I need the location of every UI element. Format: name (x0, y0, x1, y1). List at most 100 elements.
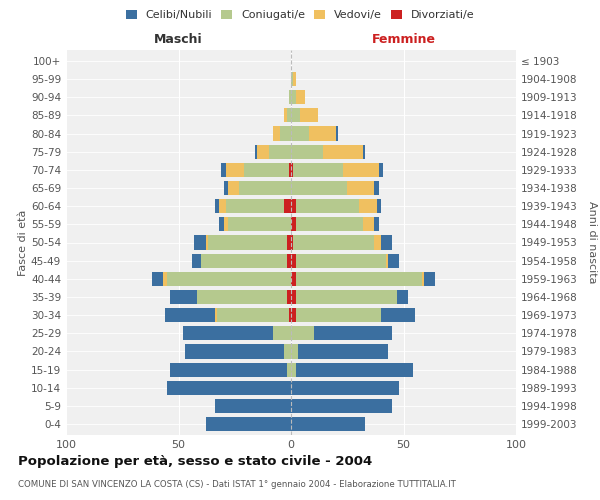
Bar (347, 181, 374, 195)
Bar (185, 344, 284, 358)
Bar (221, 163, 226, 177)
Bar (167, 380, 291, 395)
Bar (309, 126, 336, 140)
Bar (289, 90, 291, 104)
Bar (215, 199, 219, 214)
Bar (291, 254, 296, 268)
Bar (273, 126, 280, 140)
Bar (255, 144, 257, 159)
Bar (377, 199, 381, 214)
Bar (388, 254, 399, 268)
Bar (300, 108, 318, 122)
Bar (201, 254, 287, 268)
Bar (293, 236, 374, 250)
Bar (336, 126, 338, 140)
Bar (291, 236, 293, 250)
Bar (257, 144, 269, 159)
Bar (424, 272, 435, 286)
Bar (163, 272, 167, 286)
Bar (291, 144, 323, 159)
Bar (151, 272, 163, 286)
Bar (314, 326, 392, 340)
Bar (359, 199, 377, 214)
Bar (381, 236, 392, 250)
Bar (291, 90, 296, 104)
Bar (296, 254, 386, 268)
Bar (226, 199, 284, 214)
Bar (289, 163, 291, 177)
Bar (244, 163, 289, 177)
Bar (197, 290, 287, 304)
Bar (219, 218, 223, 232)
Bar (215, 399, 291, 413)
Bar (280, 126, 291, 140)
Bar (296, 199, 359, 214)
Bar (397, 290, 408, 304)
Bar (291, 380, 399, 395)
Bar (291, 108, 300, 122)
Bar (386, 254, 388, 268)
Bar (219, 199, 226, 214)
Y-axis label: Fasce di età: Fasce di età (18, 210, 28, 276)
Bar (343, 163, 379, 177)
Bar (291, 272, 296, 286)
Bar (269, 144, 291, 159)
Bar (291, 163, 293, 177)
Bar (291, 290, 296, 304)
Bar (374, 236, 381, 250)
Bar (208, 236, 287, 250)
Bar (296, 218, 363, 232)
Bar (298, 344, 388, 358)
Bar (379, 163, 383, 177)
Bar (228, 218, 291, 232)
Bar (296, 308, 381, 322)
Bar (215, 308, 217, 322)
Bar (287, 254, 291, 268)
Bar (291, 417, 365, 431)
Bar (167, 272, 291, 286)
Bar (284, 108, 287, 122)
Bar (291, 344, 298, 358)
Bar (291, 326, 314, 340)
Bar (293, 163, 343, 177)
Bar (287, 362, 291, 376)
Bar (192, 254, 201, 268)
Bar (291, 218, 296, 232)
Text: Popolazione per età, sesso e stato civile - 2004: Popolazione per età, sesso e stato civil… (18, 455, 372, 468)
Bar (421, 272, 424, 286)
Bar (363, 144, 365, 159)
Bar (291, 126, 309, 140)
Bar (223, 181, 228, 195)
Bar (287, 290, 291, 304)
Bar (226, 163, 244, 177)
Bar (291, 199, 296, 214)
Bar (291, 72, 293, 86)
Bar (374, 181, 379, 195)
Y-axis label: Anni di nascita: Anni di nascita (587, 201, 597, 284)
Bar (296, 362, 413, 376)
Bar (363, 218, 374, 232)
Bar (323, 144, 363, 159)
Text: Femmine: Femmine (371, 33, 436, 46)
Bar (296, 90, 305, 104)
Bar (293, 72, 296, 86)
Bar (205, 417, 291, 431)
Bar (287, 108, 291, 122)
Bar (291, 399, 392, 413)
Bar (183, 326, 273, 340)
Bar (287, 236, 291, 250)
Bar (223, 218, 228, 232)
Bar (291, 181, 347, 195)
Bar (296, 272, 421, 286)
Bar (284, 199, 291, 214)
Bar (165, 308, 215, 322)
Bar (381, 308, 415, 322)
Bar (284, 344, 291, 358)
Bar (217, 308, 289, 322)
Legend: Celibi/Nubili, Coniugati/e, Vedovi/e, Divorziati/e: Celibi/Nubili, Coniugati/e, Vedovi/e, Di… (121, 6, 479, 25)
Bar (194, 236, 205, 250)
Bar (291, 362, 296, 376)
Text: COMUNE DI SAN VINCENZO LA COSTA (CS) - Dati ISTAT 1° gennaio 2004 - Elaborazione: COMUNE DI SAN VINCENZO LA COSTA (CS) - D… (18, 480, 456, 489)
Bar (170, 290, 197, 304)
Bar (239, 181, 291, 195)
